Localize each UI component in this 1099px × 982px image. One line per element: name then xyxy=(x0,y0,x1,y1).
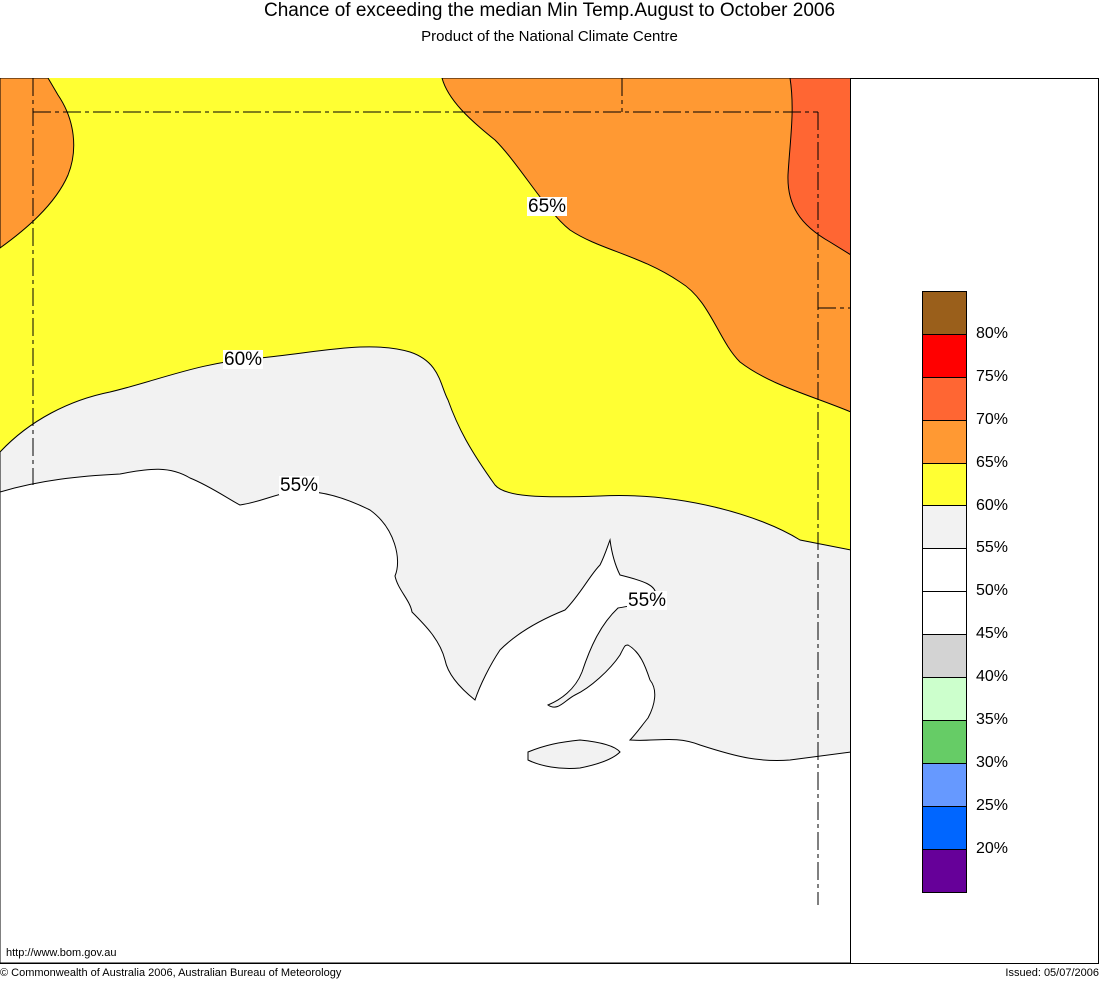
legend-label: 70% xyxy=(976,410,1009,428)
zone-65-70-ne xyxy=(441,78,851,413)
legend-label: 45% xyxy=(976,625,1009,643)
legend-swatch xyxy=(923,849,966,893)
legend-swatch xyxy=(923,592,966,636)
legend-swatch xyxy=(923,720,966,764)
legend-label: 20% xyxy=(976,839,1009,857)
legend-label: 35% xyxy=(976,711,1009,728)
legend-swatch xyxy=(923,635,966,679)
legend-swatch xyxy=(923,420,966,464)
legend-swatch xyxy=(923,292,966,335)
map-subtitle: Product of the National Climate Centre xyxy=(421,28,678,45)
legend-swatch xyxy=(923,463,966,507)
zone-70-75 xyxy=(787,78,851,256)
kangaroo-island xyxy=(527,739,621,769)
source-url: http://www.bom.gov.au xyxy=(6,947,117,959)
copyright-notice: © Commonwealth of Australia 2006, Austra… xyxy=(0,967,342,979)
contour-label-55-east: 55% xyxy=(627,590,668,611)
legend-label: 25% xyxy=(976,796,1009,814)
color-legend xyxy=(922,291,967,894)
legend-swatch xyxy=(923,334,966,378)
probability-map xyxy=(0,78,851,963)
zone-65-70-nw xyxy=(0,78,75,249)
map-area xyxy=(0,78,851,963)
legend-label: 75% xyxy=(976,367,1009,385)
legend-swatch xyxy=(923,549,966,593)
contour-label-65: 65% xyxy=(527,196,568,217)
legend-swatch xyxy=(923,377,966,421)
legend-swatch xyxy=(923,763,966,807)
legend-swatch xyxy=(923,678,966,721)
legend-label: 30% xyxy=(976,753,1009,771)
contour-label-55-west: 55% xyxy=(279,475,320,496)
legend-label: 50% xyxy=(976,582,1009,600)
contour-label-60: 60% xyxy=(223,349,264,370)
legend-label: 80% xyxy=(976,324,1009,342)
legend-divider xyxy=(850,78,851,963)
legend-label: 65% xyxy=(976,453,1009,471)
legend-label: 60% xyxy=(976,496,1009,514)
issued-date: Issued: 05/07/2006 xyxy=(1005,967,1099,979)
region-boundaries xyxy=(32,78,851,905)
legend-label: 40% xyxy=(976,668,1009,686)
map-title: Chance of exceeding the median Min Temp.… xyxy=(263,0,836,21)
legend-swatch xyxy=(923,806,966,850)
legend-label: 55% xyxy=(976,539,1009,557)
legend-swatch xyxy=(923,506,966,550)
